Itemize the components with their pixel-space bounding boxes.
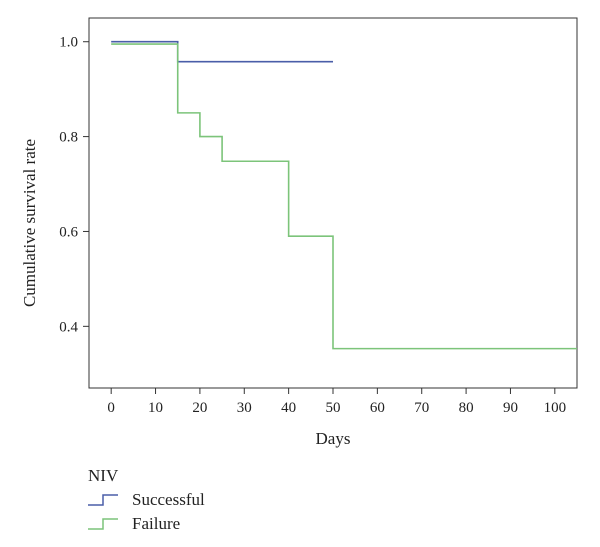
- x-tick-label: 40: [281, 400, 296, 416]
- x-tick-label: 60: [370, 400, 385, 416]
- successful-step-icon: [88, 494, 118, 506]
- legend-item-successful: Successful: [88, 488, 205, 512]
- x-tick-label: 20: [192, 400, 207, 416]
- x-tick-label: 0: [107, 400, 115, 416]
- x-tick-label: 90: [503, 400, 518, 416]
- legend-label-successful: Successful: [132, 490, 205, 509]
- y-tick-label: 0.4: [59, 319, 78, 335]
- failure-step-icon: [88, 518, 118, 530]
- x-tick-label: 70: [414, 400, 429, 416]
- x-tick-label: 30: [237, 400, 252, 416]
- x-tick-label: 80: [459, 400, 474, 416]
- x-tick-label: 10: [148, 400, 163, 416]
- y-tick-label: 0.6: [59, 224, 78, 240]
- series-line-failure: [111, 43, 577, 350]
- y-tick-label: 0.8: [59, 130, 78, 146]
- y-axis: 0.4 0.6 0.8 1.0: [59, 35, 89, 335]
- legend: NIV Successful Failure: [88, 466, 205, 536]
- legend-label-failure: Failure: [132, 514, 181, 533]
- x-tick-label: 100: [544, 400, 567, 416]
- x-axis-title: Days: [316, 429, 351, 448]
- legend-title: NIV: [88, 466, 119, 485]
- x-axis: 0 10 20 30 40 50 60 70 80 90 100: [107, 388, 566, 416]
- y-tick-label: 1.0: [59, 35, 78, 51]
- series-layer: [111, 40, 577, 350]
- y-axis-title: Cumulative survival rate: [20, 139, 39, 307]
- x-tick-label: 50: [326, 400, 341, 416]
- legend-item-failure: Failure: [88, 512, 205, 536]
